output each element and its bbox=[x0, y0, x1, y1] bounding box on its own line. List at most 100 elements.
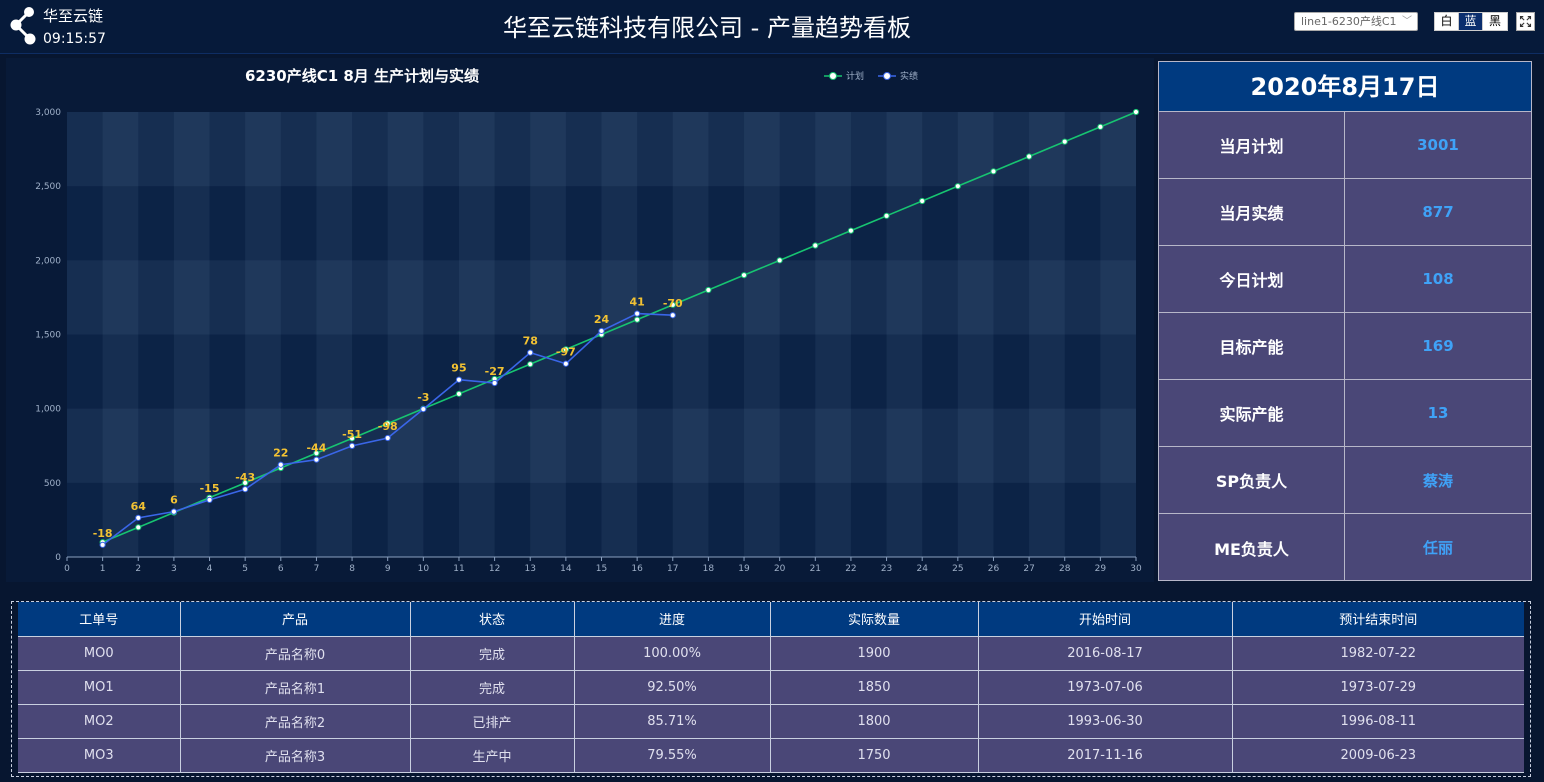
data-point bbox=[313, 456, 320, 463]
grid-band-v bbox=[957, 112, 994, 557]
data-label: -44 bbox=[306, 442, 326, 455]
data-point bbox=[384, 420, 391, 427]
summary-value: 169 bbox=[1422, 337, 1454, 355]
work-order-table-container[interactable]: 工单号 产品 状态 进度 实际数量 开始时间 预计结束时间 MO0 产品名称0 … bbox=[11, 601, 1531, 777]
table-row: MO3 产品名称3 生产中 79.55% 1750 2017-11-16 200… bbox=[18, 738, 1524, 773]
summary-value: 3001 bbox=[1417, 136, 1459, 154]
data-point bbox=[776, 257, 783, 264]
x-tick-label: 22 bbox=[845, 564, 856, 574]
data-label: -43 bbox=[235, 471, 255, 484]
summary-row-month-actual: 当月实绩 877 bbox=[1159, 179, 1531, 246]
data-point bbox=[384, 434, 391, 442]
column-header: 进度 bbox=[574, 602, 771, 637]
data-point bbox=[1026, 153, 1033, 160]
fullscreen-icon[interactable] bbox=[1516, 12, 1535, 31]
y-tick-label: 500 bbox=[44, 479, 61, 489]
table-header-row: 工单号 产品 状态 进度 实际数量 开始时间 预计结束时间 bbox=[18, 602, 1524, 637]
x-tick-label: 29 bbox=[1095, 564, 1107, 574]
grid-band-v bbox=[173, 112, 210, 557]
grid-band-v bbox=[102, 112, 139, 557]
table-row: MO0 产品名称0 完成 100.00% 1900 2016-08-17 198… bbox=[18, 636, 1524, 671]
line-select-value: line1-6230产线C1 bbox=[1301, 15, 1397, 28]
x-tick-label: 7 bbox=[314, 564, 320, 574]
x-tick-label: 1 bbox=[100, 564, 106, 574]
data-point bbox=[135, 524, 142, 531]
summary-value: 蔡涛 bbox=[1422, 471, 1453, 490]
grid-band-v bbox=[1100, 112, 1136, 557]
x-tick-label: 0 bbox=[64, 564, 70, 574]
theme-black-button[interactable]: 黑 bbox=[1483, 13, 1507, 30]
x-tick-label: 25 bbox=[952, 564, 963, 574]
summary-row-target-capacity: 目标产能 169 bbox=[1159, 313, 1531, 380]
summary-label: 当月实绩 bbox=[1159, 179, 1345, 245]
data-label: -97 bbox=[556, 346, 576, 359]
data-point bbox=[277, 461, 284, 468]
table-cell: 1900 bbox=[770, 636, 979, 671]
chevron-down-icon: ﹀ bbox=[1402, 16, 1412, 27]
data-label: -70 bbox=[663, 297, 683, 310]
data-point bbox=[491, 379, 498, 387]
data-point bbox=[919, 197, 926, 205]
summary-label: 目标产能 bbox=[1159, 313, 1345, 379]
x-tick-label: 8 bbox=[349, 564, 355, 574]
data-label: -51 bbox=[342, 428, 362, 441]
x-tick-label: 30 bbox=[1130, 564, 1142, 574]
data-point bbox=[669, 312, 676, 319]
x-tick-label: 15 bbox=[596, 564, 607, 574]
data-point bbox=[527, 349, 534, 356]
data-point bbox=[313, 450, 320, 457]
theme-blue-button[interactable]: 蓝 bbox=[1459, 13, 1483, 30]
y-tick-label: 1,500 bbox=[35, 331, 61, 341]
column-header: 开始时间 bbox=[978, 602, 1233, 637]
data-point bbox=[634, 310, 641, 317]
summary-row-today-plan: 今日计划 108 bbox=[1159, 246, 1531, 313]
grid-band-v bbox=[1029, 112, 1065, 557]
table-cell: 1982-07-22 bbox=[1232, 636, 1524, 671]
table-cell: 1993-06-30 bbox=[978, 704, 1233, 739]
theme-white-button[interactable]: 白 bbox=[1435, 13, 1459, 30]
data-point bbox=[669, 301, 676, 308]
x-tick-label: 27 bbox=[1023, 564, 1034, 574]
table-cell: 79.55% bbox=[574, 738, 771, 773]
summary-value: 任丽 bbox=[1422, 539, 1453, 557]
y-tick-label: 0 bbox=[55, 553, 61, 563]
summary-row-sp-owner: SP负责人 蔡涛 bbox=[1159, 447, 1531, 514]
grid-band-h bbox=[67, 112, 1136, 187]
data-point bbox=[348, 435, 356, 442]
data-label: 24 bbox=[594, 313, 610, 326]
data-point bbox=[455, 390, 463, 397]
grid-band-v bbox=[245, 112, 281, 557]
data-point bbox=[99, 541, 106, 548]
data-point bbox=[242, 486, 249, 493]
table-cell: 1850 bbox=[770, 670, 979, 705]
column-header: 预计结束时间 bbox=[1232, 602, 1524, 637]
x-tick-label: 20 bbox=[774, 564, 786, 574]
clock-time: 09:15:57 bbox=[43, 31, 106, 47]
data-point bbox=[1132, 108, 1140, 116]
data-point bbox=[954, 183, 961, 190]
x-tick-label: 3 bbox=[171, 564, 177, 574]
data-label: -27 bbox=[485, 365, 505, 378]
table-cell: 85.71% bbox=[574, 704, 771, 739]
grid-band-v bbox=[458, 112, 495, 557]
x-tick-label: 13 bbox=[525, 564, 536, 574]
grid-band-v bbox=[601, 112, 638, 557]
summary-label: SP负责人 bbox=[1159, 447, 1345, 513]
x-tick-label: 19 bbox=[738, 564, 750, 574]
legend-label: 计划 bbox=[846, 70, 864, 82]
column-header: 实际数量 bbox=[770, 602, 979, 637]
x-tick-label: 21 bbox=[810, 564, 821, 574]
x-tick-label: 4 bbox=[207, 564, 213, 574]
table-cell: 2009-06-23 bbox=[1232, 738, 1524, 773]
table-cell: 100.00% bbox=[574, 636, 771, 671]
line-select-dropdown[interactable]: line1-6230产线C1 ﹀ bbox=[1294, 12, 1418, 31]
grid-band-v bbox=[316, 112, 353, 557]
table-cell: 2016-08-17 bbox=[978, 636, 1233, 671]
data-point bbox=[420, 406, 427, 413]
grid-band-v bbox=[744, 112, 780, 557]
data-point bbox=[1097, 123, 1104, 130]
y-tick-label: 2,000 bbox=[35, 256, 61, 266]
legend-swatch-dot bbox=[883, 72, 891, 80]
data-label: 78 bbox=[523, 335, 538, 348]
